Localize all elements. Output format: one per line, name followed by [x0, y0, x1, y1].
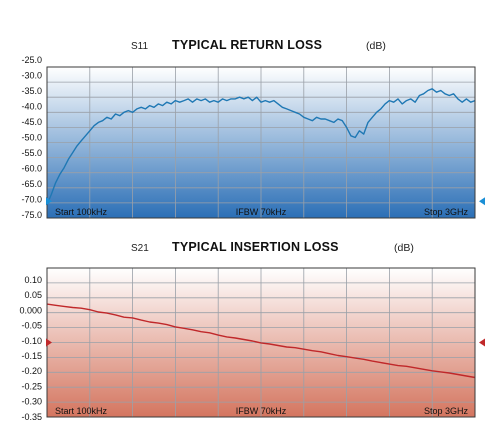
- s21-series-line: [46, 303, 476, 379]
- s21-footer-stop: Stop 3GHz: [424, 406, 469, 416]
- s11-y-tick-labels: -25.0 -30.0 -35.0 -40.0 -45.0 -50.0 -55.0 -60.0…: [21, 55, 42, 220]
- s21-y-tick-label: -0.05: [21, 321, 42, 331]
- s11-footer-start: Start 100kHz: [55, 207, 108, 217]
- s11-y-tick-label: -30.0: [21, 71, 42, 81]
- s11-y-tick-label: -45.0: [21, 117, 42, 127]
- s11-y-tick-label: -50.0: [21, 133, 42, 143]
- s11-y-tick-label: -60.0: [21, 164, 42, 174]
- s21-reference-marker-right: [479, 338, 485, 347]
- s21-footer-start: Start 100kHz: [55, 406, 108, 416]
- s21-y-tick-label: -0.35: [21, 412, 42, 422]
- s11-y-tick-label: -55.0: [21, 148, 42, 158]
- s11-reference-marker-left: [46, 197, 52, 206]
- s11-y-tick-label: -40.0: [21, 102, 42, 112]
- s11-title: TYPICAL RETURN LOSS: [172, 38, 322, 52]
- s21-y-tick-label: 0.10: [24, 275, 42, 285]
- s11-y-tick-label: -75.0: [21, 210, 42, 220]
- s11-series-line: [46, 88, 476, 205]
- s21-param-label: S21: [131, 243, 149, 254]
- s11-footer-ifbw: IFBW 70kHz: [236, 207, 287, 217]
- s21-y-tick-labels: 0.10 0.05 0.000 -0.05 -0.10 -0.15 -0.20 -0.25 -0…: [19, 275, 42, 422]
- s21-y-tick-label: 0.05: [24, 290, 42, 300]
- s21-reference-marker-left: [46, 338, 52, 347]
- s11-param-label: S11: [131, 41, 148, 52]
- s21-unit: (dB): [394, 242, 414, 254]
- s11-y-tick-label: -65.0: [21, 179, 42, 189]
- s11-footer-stop: Stop 3GHz: [424, 207, 469, 217]
- s11-y-tick-label: -25.0: [21, 55, 42, 65]
- s11-unit: (dB): [366, 40, 386, 52]
- s11-reference-marker-right: [479, 197, 485, 206]
- s11-chart: S11 TYPICAL RETURN LOSS (dB) -25.0-30.0-…: [21, 38, 485, 220]
- s21-y-tick-label: -0.15: [21, 351, 42, 361]
- s21-y-tick-label: -0.10: [21, 336, 42, 346]
- s21-chart: S21 TYPICAL INSERTION LOSS (dB) 0.10 0.05…: [19, 240, 485, 422]
- s21-y-tick-label: -0.20: [21, 366, 42, 376]
- s11-gridlines: [47, 67, 475, 218]
- s21-title: TYPICAL INSERTION LOSS: [172, 240, 339, 254]
- s11-y-tick-label: -70.0: [21, 195, 42, 205]
- s21-y-tick-label: -0.30: [21, 397, 42, 407]
- s21-y-tick-label: -0.25: [21, 381, 42, 391]
- s11-plot-frame: [46, 66, 476, 219]
- s21-y-tick-label: 0.000: [19, 305, 42, 315]
- s21-footer-ifbw: IFBW 70kHz: [236, 406, 287, 416]
- s11-y-tick-label: -35.0: [21, 86, 42, 96]
